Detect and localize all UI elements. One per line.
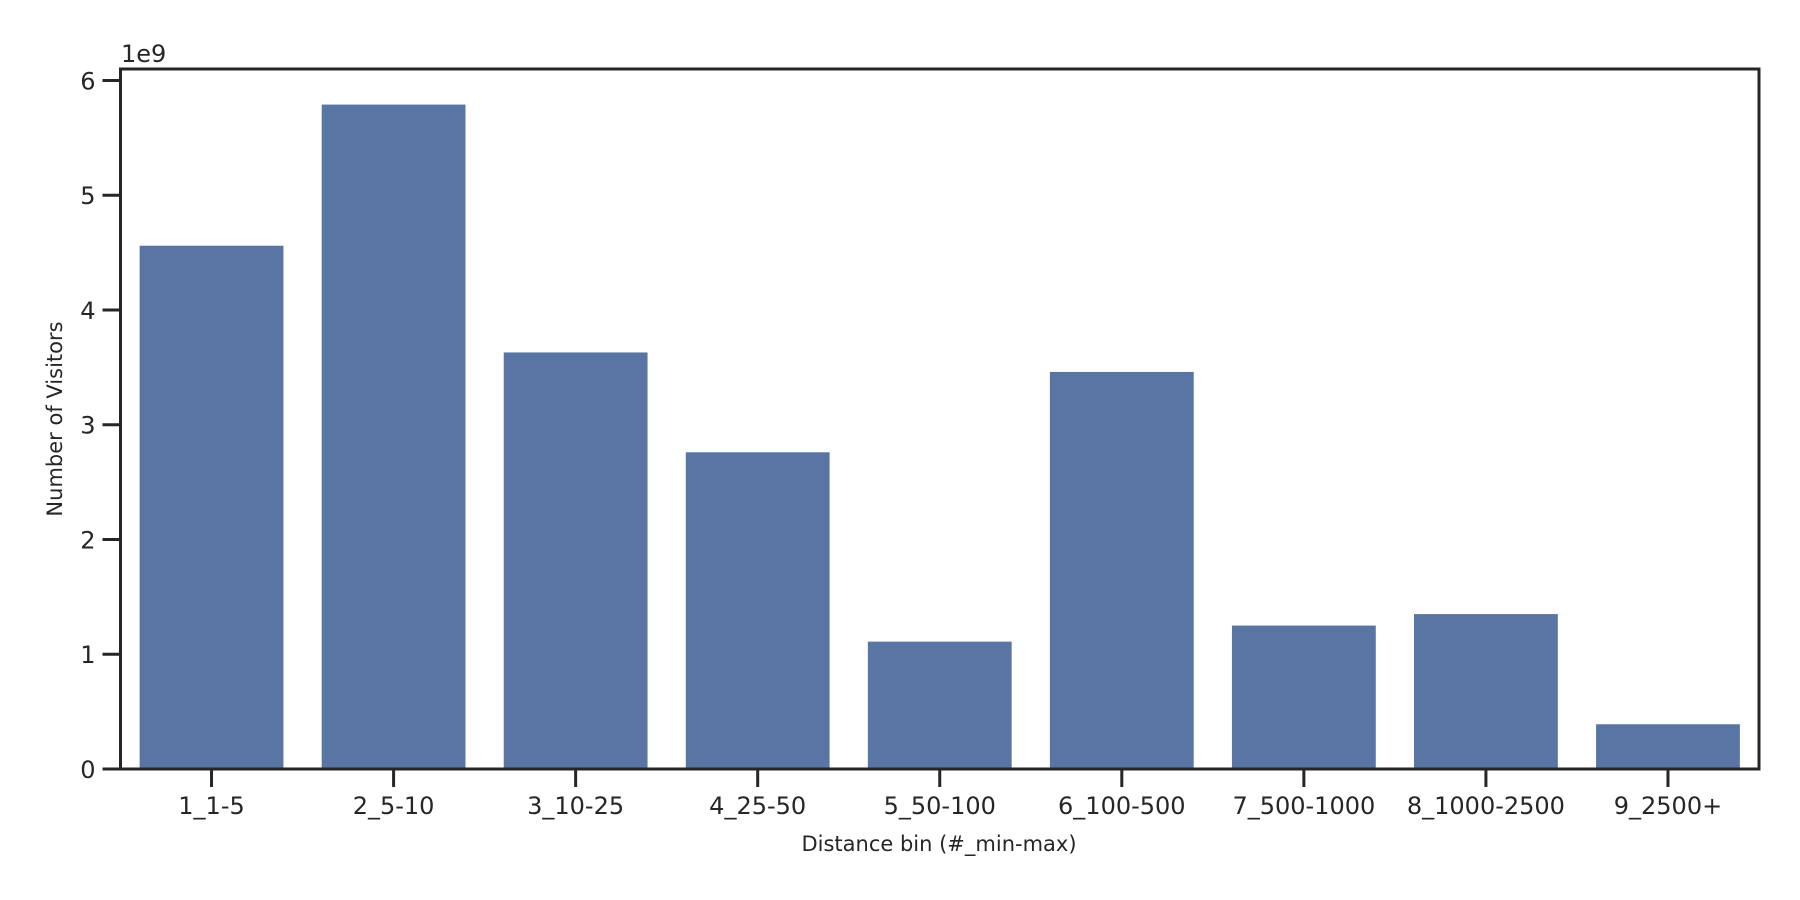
x-tick-label: 8_1000-2500 bbox=[1407, 792, 1565, 820]
bar-6_100-500 bbox=[1049, 371, 1194, 769]
y-axis-ticks: 0 1 2 3 4 5 6 bbox=[80, 67, 121, 784]
y-tick-label: 1 bbox=[80, 641, 95, 669]
bar-5_50-100 bbox=[867, 641, 1012, 769]
bar-4_25-50 bbox=[685, 452, 830, 769]
y-tick-label: 6 bbox=[80, 67, 95, 95]
bar-3_10-25 bbox=[503, 352, 648, 769]
y-axis-label: Number of Visitors bbox=[43, 321, 67, 516]
y-tick-label: 0 bbox=[80, 756, 95, 784]
bars-group bbox=[139, 104, 1740, 769]
y-tick-label: 2 bbox=[80, 526, 95, 554]
x-tick-label: 9_2500+ bbox=[1614, 792, 1722, 820]
x-tick-label: 3_10-25 bbox=[527, 792, 624, 820]
x-tick-label: 2_5-10 bbox=[353, 792, 435, 820]
x-tick-label: 4_25-50 bbox=[709, 792, 806, 820]
x-tick-label: 1_1-5 bbox=[178, 792, 244, 820]
bar-1_1-5 bbox=[139, 245, 284, 769]
x-tick-label: 7_500-1000 bbox=[1232, 792, 1375, 820]
bar-8_1000-2500 bbox=[1414, 614, 1558, 769]
bar-9_2500+ bbox=[1596, 724, 1740, 769]
y-tick-label: 5 bbox=[80, 182, 95, 210]
bar-7_500-1000 bbox=[1231, 625, 1376, 769]
y-tick-label: 4 bbox=[80, 297, 95, 325]
x-axis-ticks: 1_1-5 2_5-10 3_10-25 4_25-50 5_50-100 6_100-5… bbox=[178, 769, 1722, 820]
bar-2_5-10 bbox=[321, 104, 466, 769]
plot-frame bbox=[119, 67, 1761, 771]
x-tick-label: 6_100-500 bbox=[1058, 792, 1186, 820]
x-axis-label: Distance bin (#_min-max) bbox=[801, 832, 1076, 857]
y-tick-label: 3 bbox=[80, 412, 95, 440]
y-offset-label: 1e9 bbox=[121, 40, 166, 68]
x-tick-label: 5_50-100 bbox=[884, 792, 996, 820]
